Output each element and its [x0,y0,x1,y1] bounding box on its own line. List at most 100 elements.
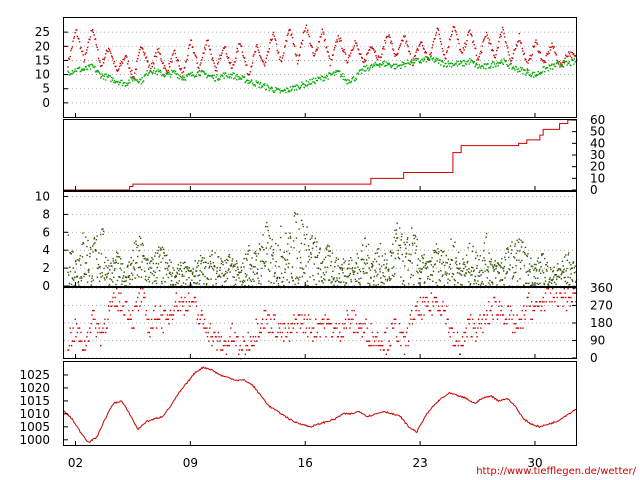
data-point [97,267,99,269]
data-point [246,349,248,351]
data-point [275,43,278,45]
data-point [496,63,498,65]
data-point [529,73,531,76]
data-point [204,275,206,278]
data-point [86,49,88,51]
data-point [109,269,111,271]
data-point [565,270,567,272]
data-point [148,268,150,270]
data-point [478,259,480,261]
data-point [286,34,289,36]
data-point [480,274,482,276]
data-point [497,271,499,273]
data-point [197,264,200,267]
data-point [541,270,544,272]
data-point [399,44,401,47]
data-point [348,260,350,262]
data-point [483,314,486,316]
data-point [336,70,339,72]
data-point [327,244,329,246]
data-point [439,261,441,263]
data-point [386,280,389,282]
data-point [130,73,132,75]
data-point [469,33,472,35]
data-point [91,314,93,316]
data-point [471,274,473,276]
data-point [268,235,270,237]
data-point [269,247,272,249]
data-point [384,253,386,255]
data-point [194,296,196,299]
data-point [450,35,452,38]
data-point [175,281,178,284]
data-point [396,53,398,56]
data-point [416,47,419,50]
data-point [291,277,293,279]
data-point [326,323,328,325]
data-point [242,262,244,264]
data-point [382,47,384,50]
data-point [512,314,515,316]
data-point [438,33,440,36]
data-point [326,46,328,48]
data-point [516,259,518,261]
data-point [356,272,359,274]
data-point [182,301,185,303]
data-point [447,258,450,260]
data-point [137,255,139,258]
data-point [142,296,145,299]
data-point [144,257,146,260]
data-point [508,67,510,69]
data-point [397,256,400,259]
data-point [460,344,462,347]
data-point [517,327,519,329]
data-point [174,72,176,74]
data-point [323,318,325,320]
data-point [288,340,291,342]
data-point [268,89,270,92]
data-point [309,276,311,278]
data-point [522,305,525,307]
data-point [246,64,248,66]
data-point [374,336,377,338]
data-point [564,276,566,279]
data-point [522,68,525,71]
data-point [114,296,116,299]
data-point [304,272,306,274]
data-point [173,309,175,312]
data-point [242,55,244,57]
data-point [537,277,539,279]
data-point [89,68,92,70]
data-point [547,283,550,285]
data-point [257,277,259,279]
data-point [324,76,326,78]
data-point [153,70,155,72]
data-point [95,250,97,252]
data-point [459,48,462,51]
data-point [222,344,225,347]
data-point [517,41,519,43]
data-point [288,252,291,255]
data-point [503,32,505,35]
data-point [77,259,79,261]
data-point [544,276,546,279]
data-point [172,267,174,269]
data-point [264,327,266,329]
data-point [553,46,555,48]
data-point [89,252,91,255]
data-point [472,270,475,273]
data-point [560,62,562,64]
credit-link[interactable]: http://www.tiefflegen.de/wetter/ [476,466,636,477]
data-point [511,241,513,243]
data-point [123,58,125,61]
data-point [501,258,503,260]
data-point [315,318,317,320]
data-point [74,271,76,273]
data-point [221,284,224,287]
data-point [390,40,393,42]
data-point [249,249,251,251]
data-point [278,51,280,53]
data-point [500,61,502,63]
data-point [145,57,147,59]
data-point [290,246,292,248]
